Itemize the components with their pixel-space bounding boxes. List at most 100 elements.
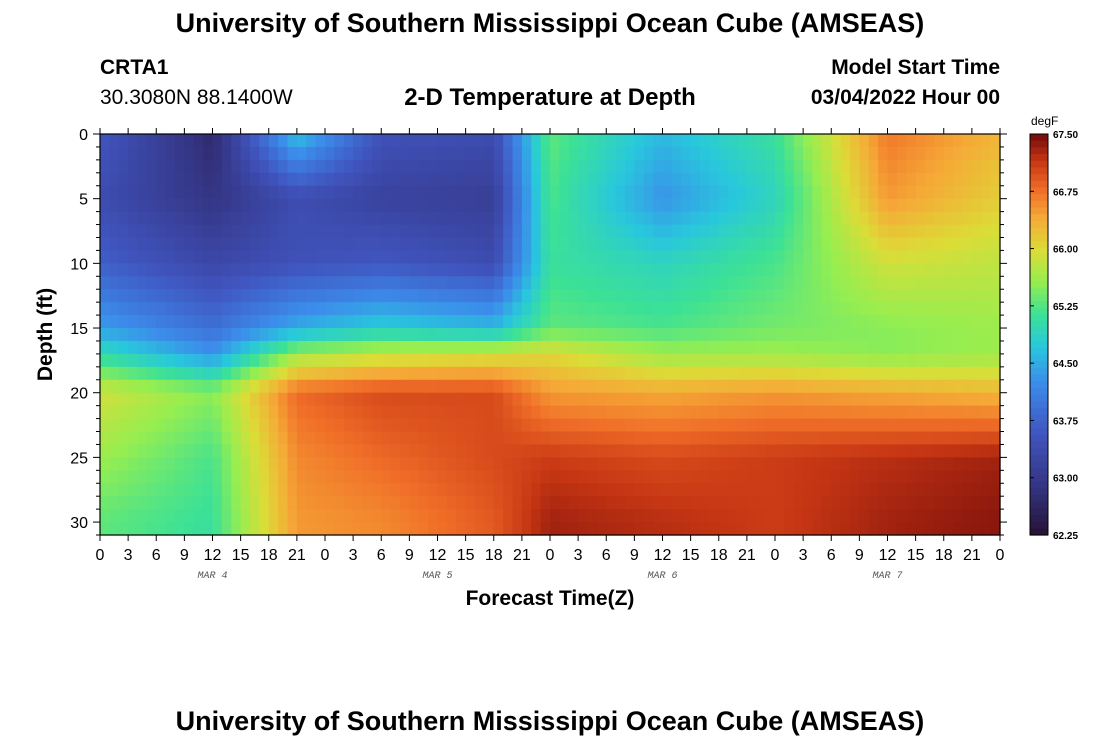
heatmap-cell [859, 302, 870, 316]
heatmap-cell [559, 146, 570, 161]
heatmap-cell [465, 483, 476, 497]
heatmap-cell [175, 159, 185, 174]
heatmap-cell [109, 340, 120, 355]
heatmap-cell [278, 392, 289, 407]
heatmap-cell [296, 237, 307, 252]
heatmap-cell [437, 496, 448, 510]
heatmap-cell [221, 224, 232, 239]
heatmap-cell [653, 340, 664, 355]
heatmap-cell [840, 496, 851, 510]
heatmap-cell [971, 172, 982, 187]
heatmap-cell [812, 315, 823, 329]
heatmap-cell [334, 224, 345, 239]
heatmap-cell [296, 134, 307, 148]
heatmap-cell [437, 340, 448, 355]
heatmap-cell [793, 237, 804, 252]
heatmap-cell [559, 444, 570, 458]
heatmap-cell [615, 522, 626, 536]
heatmap-cell [578, 353, 589, 368]
heatmap-cell [400, 496, 410, 510]
heatmap-cell [456, 211, 467, 226]
heatmap-cell [212, 379, 223, 394]
heatmap-cell [428, 159, 439, 174]
heatmap-cell [287, 470, 298, 484]
heatmap-cell [540, 146, 551, 161]
heatmap-cell [671, 444, 682, 458]
heatmap-cell [671, 289, 682, 303]
heatmap-cell [184, 237, 195, 252]
heatmap-cell [400, 522, 410, 536]
heatmap-cell [137, 353, 148, 368]
heatmap-cell [887, 405, 898, 420]
heatmap-cell [700, 211, 710, 226]
heatmap-cell [746, 392, 757, 407]
heatmap-cell [212, 302, 223, 316]
heatmap-cell [812, 340, 823, 355]
colorbar-band [1030, 247, 1048, 255]
heatmap-cell [437, 146, 448, 161]
heatmap-cell [859, 328, 870, 342]
heatmap-cell [643, 302, 654, 316]
heatmap-cell [718, 379, 729, 394]
heatmap-cell [184, 431, 195, 446]
heatmap-cell [521, 198, 532, 213]
heatmap-cell [887, 522, 898, 536]
heatmap-cell [634, 340, 645, 355]
station-location: 30.3080N 88.1400W [100, 86, 293, 109]
heatmap-cell [400, 198, 410, 213]
heatmap-cell [306, 224, 317, 239]
heatmap-cell [746, 315, 757, 329]
heatmap-cell [437, 250, 448, 264]
heatmap-cell [315, 366, 326, 381]
heatmap-cell [709, 315, 720, 329]
heatmap-cell [137, 315, 148, 329]
heatmap-cell [896, 172, 907, 187]
heatmap-cell [690, 444, 701, 458]
heatmap-cell [821, 276, 832, 290]
heatmap-cell [775, 366, 785, 381]
heatmap-cell [109, 315, 120, 329]
heatmap-cell [484, 146, 495, 161]
heatmap-cell [203, 392, 214, 407]
heatmap-cell [606, 159, 617, 174]
heatmap-cell [362, 405, 373, 420]
heatmap-cell [625, 405, 635, 420]
colorbar-band [1030, 194, 1048, 202]
heatmap-cell [109, 172, 120, 187]
heatmap-cell [943, 392, 954, 407]
heatmap-cell [296, 289, 307, 303]
heatmap-cell [306, 328, 317, 342]
heatmap-cell [146, 224, 157, 239]
heatmap-cell [671, 522, 682, 536]
heatmap-cell [212, 146, 223, 161]
heatmap-cell [531, 315, 542, 329]
heatmap-cell [446, 172, 457, 187]
heatmap-cell [343, 198, 354, 213]
heatmap-cell [512, 509, 523, 523]
heatmap-cell [934, 198, 945, 213]
colorbar-band [1030, 508, 1048, 516]
heatmap-cell [681, 353, 692, 368]
heatmap-cell [568, 302, 579, 316]
heatmap-cell [737, 159, 748, 174]
heatmap-cell [512, 418, 523, 433]
heatmap-cell [990, 159, 1001, 174]
heatmap-cell [156, 289, 167, 303]
heatmap-cell [718, 496, 729, 510]
heatmap-cell [512, 444, 523, 458]
heatmap-cell [671, 392, 682, 407]
y-tick-label: 20 [70, 386, 88, 403]
heatmap-cell [812, 198, 823, 213]
heatmap-cell [718, 328, 729, 342]
heatmap-cell [531, 483, 542, 497]
heatmap-cell [925, 379, 935, 394]
heatmap-cell [512, 328, 523, 342]
heatmap-cell [746, 224, 757, 239]
heatmap-cell [831, 224, 842, 239]
heatmap-cell [934, 211, 945, 226]
heatmap-cell [690, 483, 701, 497]
heatmap-cell [850, 198, 860, 213]
heatmap-cell [971, 418, 982, 433]
heatmap-cell [578, 250, 589, 264]
heatmap-cell [193, 431, 204, 446]
